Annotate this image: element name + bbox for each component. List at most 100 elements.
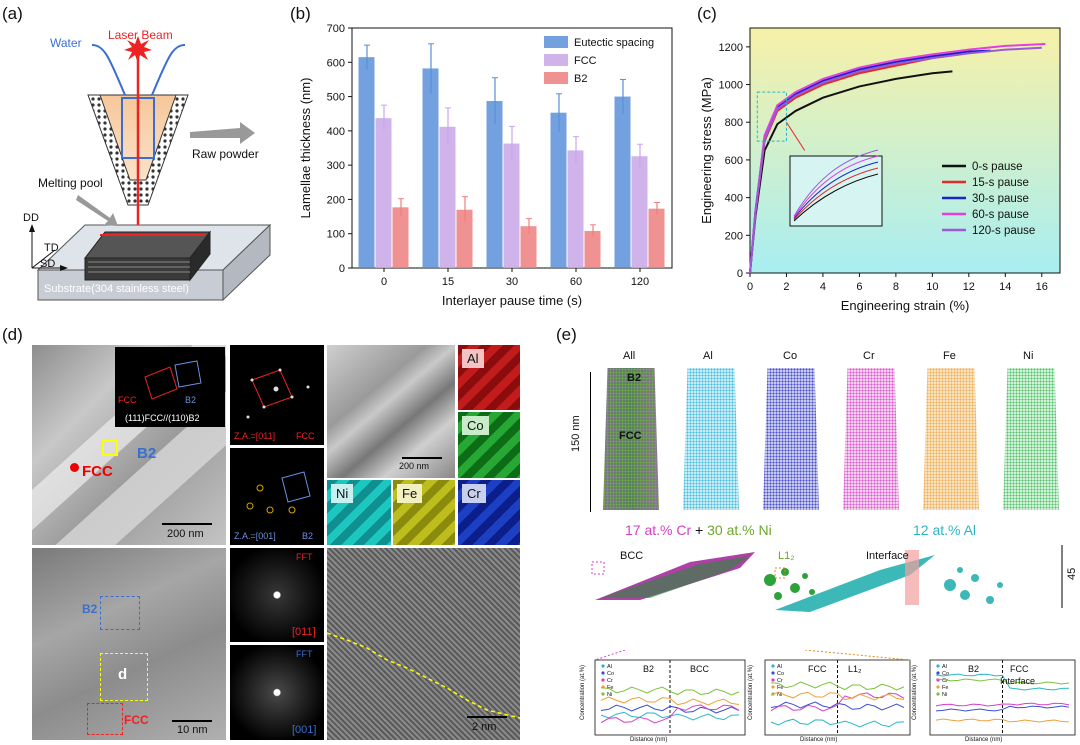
apt-column-al <box>683 368 739 510</box>
x-tick-label: 60 <box>570 276 582 288</box>
fft2-dir: [001] <box>292 724 317 736</box>
legend-marker <box>601 692 605 696</box>
legend-marker <box>936 685 940 689</box>
legend-marker <box>936 671 940 675</box>
x-tick-label: 8 <box>893 281 899 293</box>
fft-b2-image: FFT [001] <box>230 645 324 740</box>
l12-label: L1₂ <box>778 550 795 562</box>
legend-swatch <box>544 72 568 84</box>
inset-curve <box>793 155 879 218</box>
legend-element-label: Al <box>777 664 782 670</box>
eds-al-label: Al <box>462 349 484 368</box>
proxigram-series <box>770 692 905 712</box>
y-tick-label: 400 <box>327 126 345 138</box>
panel-e-letter: (e) <box>556 325 577 344</box>
x-tick-label: 30 <box>506 276 518 288</box>
fft1-dir: [011] <box>292 626 316 638</box>
eds-map-fe: Fe <box>393 480 455 545</box>
inset-curve <box>793 149 879 217</box>
proxigram-series <box>935 705 1070 712</box>
legend-element-label: Ni <box>777 692 782 698</box>
legend-element-label: Co <box>942 671 949 677</box>
legend-element-label: Fe <box>942 685 948 691</box>
stress-strain-chart: 0 200 400 600 800 1000 1200 0 2 4 6 8 10 12 14 16 Engine… <box>699 27 1061 313</box>
legend-element-label: Co <box>607 671 614 677</box>
y-tick-label: 600 <box>725 155 743 167</box>
lamellae-bar-chart: 0 100 200 300 400 500 600 700 0 15 30 60 120 Interlay… <box>298 23 673 308</box>
inset-curve <box>793 167 879 221</box>
legend-marker <box>601 664 605 668</box>
proxigram-series <box>770 691 905 701</box>
fcc-dot-label: FCC <box>296 431 315 441</box>
y-tick-label: 800 <box>725 117 743 129</box>
legend-marker <box>771 678 775 682</box>
scale-45-label: 45 nm <box>1066 564 1080 580</box>
tem-brightfield-image: FCC B2 200 nm FCC B2 (111)FCC//(110)B2 <box>32 345 226 545</box>
bar <box>358 57 375 269</box>
fft2-label: FFT <box>296 649 313 659</box>
fcc-phase-label: FCC <box>82 463 113 480</box>
sd-axis-label: SD <box>40 258 56 270</box>
scale-label-200b: 200 nm <box>399 461 430 471</box>
bar <box>392 207 409 268</box>
legend-marker <box>936 692 940 696</box>
eds-cr-label: Cr <box>462 484 486 503</box>
iso-ni-label: 30 at.% Ni <box>707 522 772 538</box>
prox3-ylabel: Concentration (at.%) <box>912 664 918 720</box>
prox2-xlabel: Distance (nm) <box>800 737 838 743</box>
proxigram-series <box>600 696 740 706</box>
prox1-left-label: B2 <box>643 664 655 674</box>
prox1-xlabel: Distance (nm) <box>630 737 668 743</box>
panel-b-letter: (b) <box>290 4 311 23</box>
apt-column-cr <box>843 368 899 510</box>
raw-powder-label: Raw powder <box>192 147 259 161</box>
proxigram-series <box>935 678 1070 685</box>
x-tick-label: 120 <box>631 276 649 288</box>
substrate-label: Substrate(304 stainless steel) <box>44 283 189 295</box>
x-tick-label: 12 <box>963 281 975 293</box>
legend-element-label: Co <box>777 671 784 677</box>
eds-ni-label: Ni <box>331 484 354 503</box>
bar <box>567 150 584 268</box>
proxigram-series <box>935 673 1070 691</box>
inset-fcc-label: FCC <box>118 395 137 405</box>
interface-label: Interface <box>866 550 909 562</box>
eds-map-ni: Ni <box>327 480 391 545</box>
y-tick-label: 1200 <box>719 42 743 54</box>
inset-curve <box>793 161 879 219</box>
apt-column-title: Ni <box>1023 350 1034 362</box>
d-box-label: d <box>118 666 128 683</box>
proxigram-series <box>600 704 740 714</box>
x-tick-label: 14 <box>999 281 1011 293</box>
bar <box>486 101 503 269</box>
legend-element-label: Fe <box>777 685 783 691</box>
panel-a-letter: (a) <box>2 4 23 23</box>
legend-marker <box>601 671 605 675</box>
legend-label: B2 <box>574 73 587 85</box>
bar <box>422 68 439 268</box>
y-tick-label: 200 <box>327 194 345 206</box>
x-tick-label: 4 <box>820 281 826 293</box>
eds-co-label: Co <box>462 416 489 435</box>
x-axis-label: Engineering strain (%) <box>841 298 970 313</box>
y-tick-label: 0 <box>737 268 743 280</box>
hrtem-atomic-image: 2 nm <box>327 548 520 740</box>
proxigram-series <box>935 718 1070 723</box>
stem-image: 200 nm <box>327 345 455 478</box>
proxigram-series <box>770 701 905 711</box>
b2-phase-label: B2 <box>137 445 157 462</box>
x-tick-label: 16 <box>1036 281 1048 293</box>
x-tick-label: 0 <box>747 281 753 293</box>
iso-al-label: 12 at.% Al <box>913 522 977 538</box>
isosurface-render <box>591 545 1063 612</box>
x-tick-label: 2 <box>783 281 789 293</box>
legend-label: 15-s pause <box>972 177 1029 189</box>
apt-column-title: Co <box>783 350 798 362</box>
x-tick-label: 15 <box>442 276 454 288</box>
y-tick-label: 700 <box>327 23 345 35</box>
legend-element-label: Cr <box>607 678 613 684</box>
eds-map-al: Al <box>458 345 520 410</box>
apt-column-title: Al <box>703 350 713 362</box>
bar <box>584 230 601 268</box>
legend-label: 120-s pause <box>972 225 1035 237</box>
